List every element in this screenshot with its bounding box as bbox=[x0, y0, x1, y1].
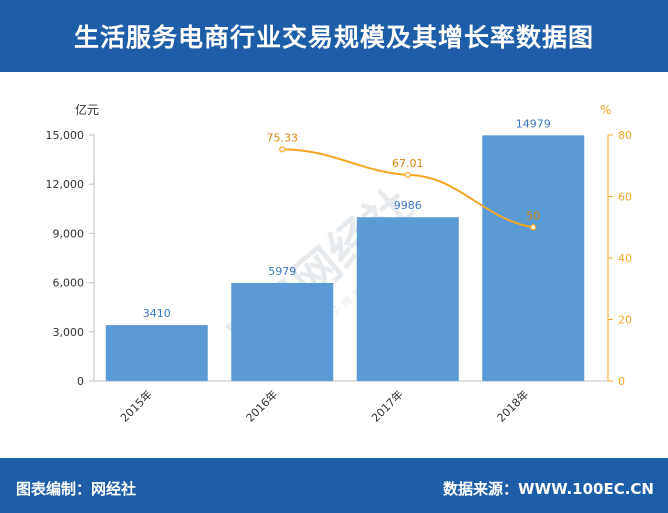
y-axis-title-left: 亿元 bbox=[75, 102, 99, 117]
data-labels: 3410 5979 9986 14979 75.33 67.01 50 bbox=[143, 117, 551, 320]
bar-data-label: 9986 bbox=[394, 199, 422, 212]
footer-bar: 图表编制：网经社 数据来源：WWW.100EC.CN bbox=[0, 458, 668, 513]
line-data-label: 75.33 bbox=[267, 131, 299, 144]
bar-data-label: 14979 bbox=[516, 117, 551, 130]
line-point bbox=[279, 146, 286, 153]
bars bbox=[105, 135, 585, 381]
line-data-label: 50 bbox=[526, 209, 540, 222]
title-bar: 生活服务电商行业交易规模及其增长率数据图 bbox=[0, 0, 668, 72]
bar-data-label: 3410 bbox=[143, 307, 171, 320]
y-tick-label-right: 60 bbox=[618, 191, 632, 204]
x-tick-label: 2015年 bbox=[117, 387, 154, 424]
y-tick-label-left: 9,000 bbox=[53, 227, 85, 240]
bar bbox=[105, 325, 208, 381]
y-tick-label-left: 3,000 bbox=[53, 326, 85, 339]
y-axis-title-right: % bbox=[600, 103, 611, 117]
data-source: 数据来源：WWW.100EC.CN bbox=[443, 480, 654, 498]
bar bbox=[482, 135, 585, 381]
y-tick-label-right: 0 bbox=[618, 375, 625, 388]
compiler-credit: 图表编制：网经社 bbox=[16, 480, 137, 498]
line-point bbox=[404, 171, 411, 179]
x-tick-label: 2017年 bbox=[368, 387, 405, 424]
chart-area: WS网经社网 经 社 电 子 商 务 研 究 中 心 0 3,000 6,000 9,… bbox=[0, 72, 668, 458]
y-tick-label-left: 0 bbox=[77, 375, 84, 388]
y-tick-label-left: 12,000 bbox=[46, 178, 85, 191]
page-title: 生活服务电商行业交易规模及其增长率数据图 bbox=[73, 23, 594, 52]
bar bbox=[231, 282, 334, 381]
bar-data-label: 5979 bbox=[268, 265, 296, 278]
x-tick-label: 2018年 bbox=[494, 387, 531, 424]
y-tick-label-right: 40 bbox=[618, 252, 632, 265]
line-point bbox=[530, 224, 537, 231]
y-tick-label-left: 15,000 bbox=[46, 129, 85, 142]
y-tick-label-left: 6,000 bbox=[53, 277, 85, 290]
growth-line bbox=[279, 146, 537, 231]
x-tick-label: 2016年 bbox=[243, 387, 280, 424]
bar bbox=[356, 217, 459, 381]
line-data-label: 67.01 bbox=[392, 157, 424, 170]
y-tick-label-right: 20 bbox=[618, 314, 632, 327]
y-tick-label-right: 80 bbox=[618, 129, 632, 142]
